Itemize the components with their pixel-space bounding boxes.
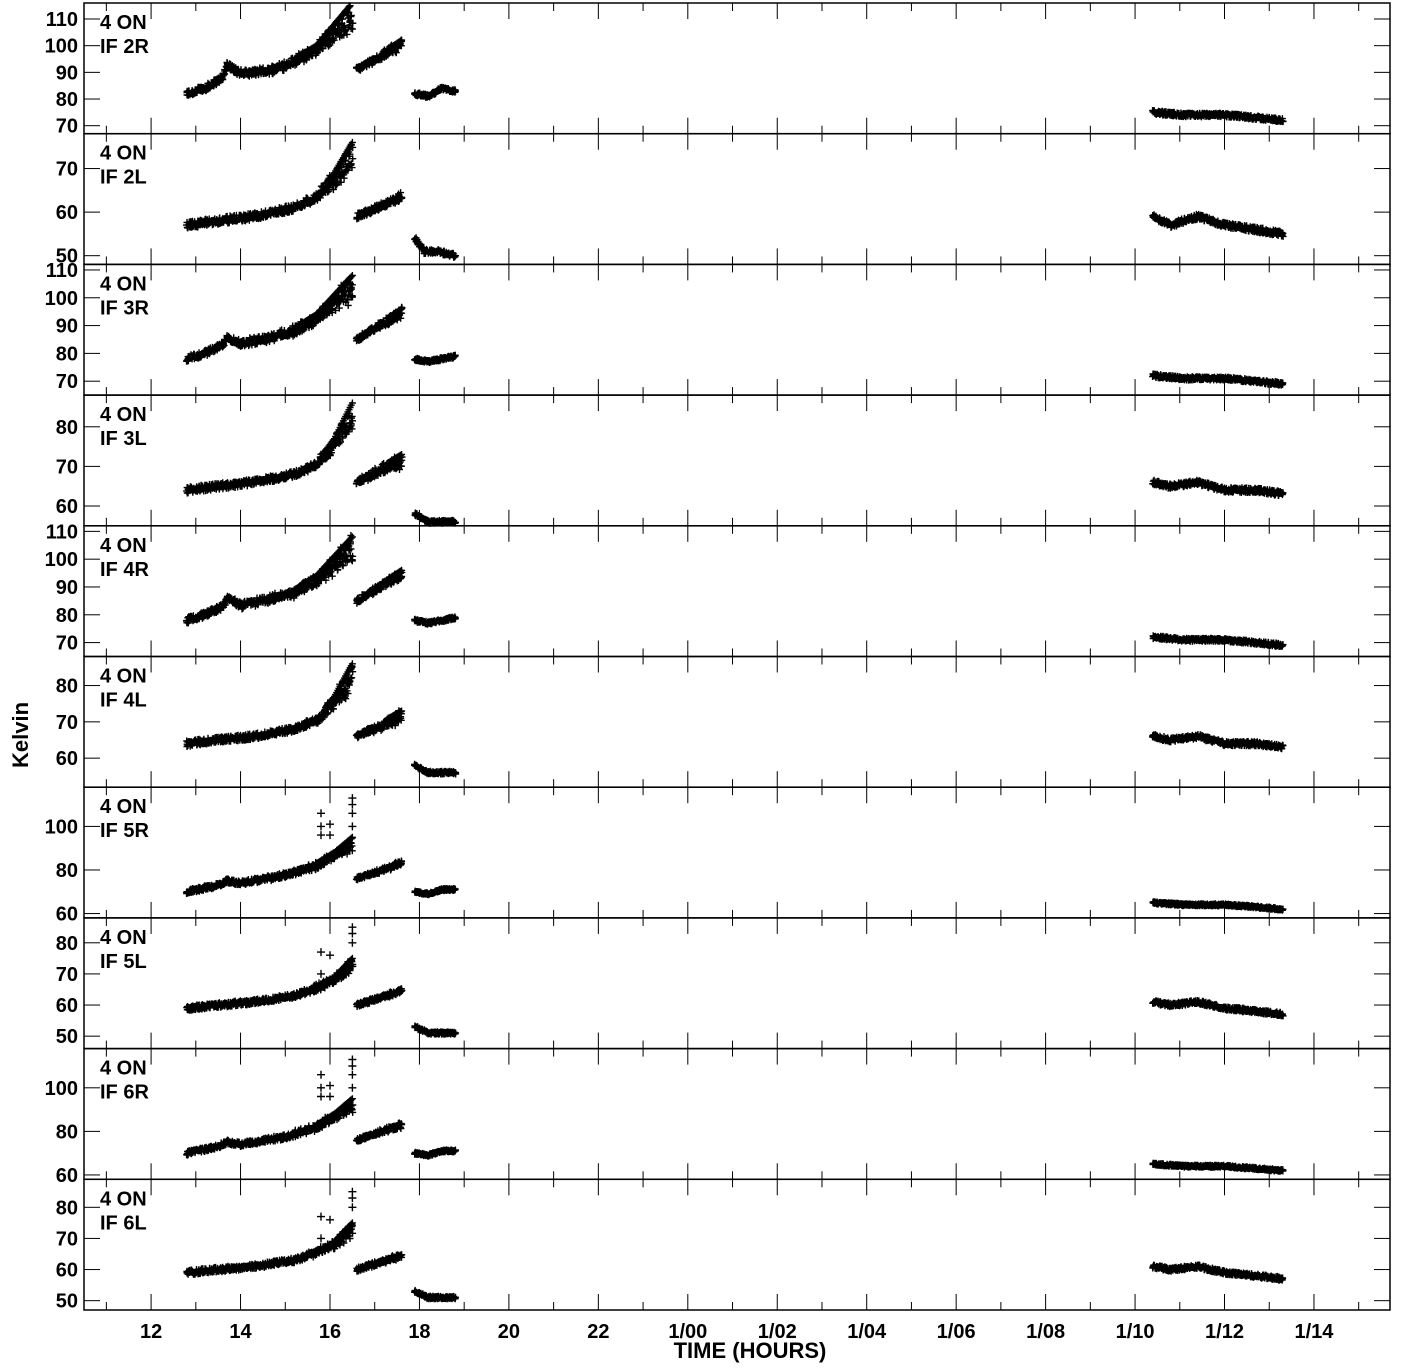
y-tick-label: 110 bbox=[46, 260, 78, 282]
panel-3R-points bbox=[183, 272, 1287, 389]
panel-2R-points bbox=[183, 2, 1287, 126]
panel-label-mode: 4 ON bbox=[100, 404, 147, 426]
panel-label-mode: 4 ON bbox=[100, 12, 147, 34]
y-tick-label: 90 bbox=[56, 62, 78, 84]
panel-2L-points bbox=[183, 138, 1287, 261]
y-tick-label: 90 bbox=[56, 577, 78, 599]
y-tick-label: 100 bbox=[45, 288, 78, 310]
data-point bbox=[334, 177, 341, 185]
y-tick-label: 70 bbox=[56, 159, 78, 181]
y-tick-label: 60 bbox=[56, 202, 78, 224]
data-point bbox=[324, 188, 332, 196]
y-tick-label: 80 bbox=[56, 417, 78, 439]
y-tick-label: 80 bbox=[56, 89, 78, 111]
y-tick-label: 80 bbox=[56, 605, 78, 627]
data-point bbox=[349, 25, 356, 33]
panel-label-if: IF 3L bbox=[100, 428, 147, 450]
data-point bbox=[342, 157, 349, 165]
y-tick-label: 100 bbox=[45, 36, 78, 58]
y-tick-label: 90 bbox=[56, 316, 78, 338]
data-point bbox=[337, 178, 345, 186]
data-point bbox=[398, 36, 406, 44]
data-point bbox=[348, 138, 356, 146]
data-point bbox=[253, 210, 261, 217]
data-point bbox=[330, 36, 338, 44]
panel-label-mode: 4 ON bbox=[100, 273, 147, 295]
panel-frame bbox=[83, 394, 1391, 527]
panel-frame bbox=[83, 132, 1391, 266]
y-tick-label: 70 bbox=[56, 456, 78, 478]
data-point bbox=[348, 164, 356, 172]
data-point bbox=[349, 19, 357, 27]
data-point bbox=[344, 166, 352, 174]
panel-label-if: IF 3R bbox=[100, 297, 149, 319]
y-tick-label: 50 bbox=[56, 246, 78, 268]
y-tick-label: 70 bbox=[56, 116, 78, 138]
panel-label-if: IF 2L bbox=[100, 167, 147, 189]
panel-label-mode: 4 ON bbox=[100, 143, 147, 165]
data-point bbox=[340, 174, 348, 182]
data-point bbox=[313, 195, 321, 203]
panel-3L-points bbox=[183, 399, 1287, 527]
panel-4R-points bbox=[183, 532, 1287, 650]
y-tick-label: 100 bbox=[45, 549, 78, 571]
data-point bbox=[349, 155, 357, 163]
data-point bbox=[219, 76, 227, 84]
data-point bbox=[1278, 115, 1286, 123]
y-tick-label: 80 bbox=[56, 343, 78, 365]
data-point bbox=[346, 2, 354, 10]
panel-label-if: IF 2R bbox=[100, 36, 149, 58]
data-point bbox=[347, 11, 355, 19]
panel-label-mode: 4 ON bbox=[100, 535, 147, 557]
y-tick-label: 70 bbox=[56, 371, 78, 393]
data-point bbox=[451, 86, 459, 94]
y-tick-label: 110 bbox=[46, 9, 78, 31]
panel-label-if: IF 4R bbox=[100, 559, 149, 581]
y-tick-label: 70 bbox=[56, 633, 78, 655]
data-point bbox=[343, 30, 351, 38]
data-point bbox=[312, 50, 320, 57]
data-point bbox=[345, 3, 353, 11]
y-tick-label: 110 bbox=[46, 521, 78, 543]
y-tick-label: 60 bbox=[56, 496, 78, 518]
